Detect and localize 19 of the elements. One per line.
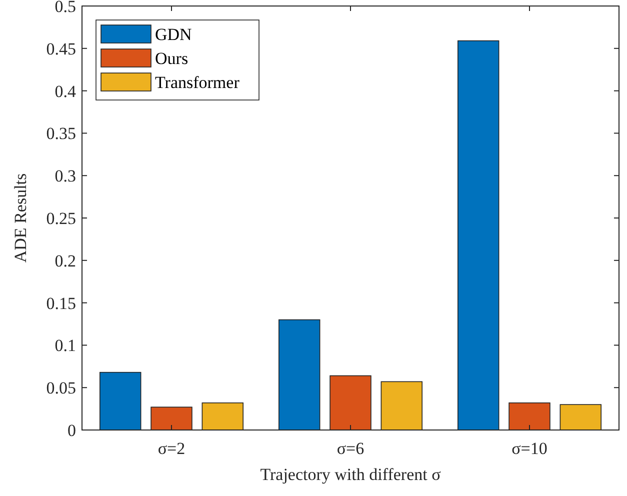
legend-label: Transformer — [155, 72, 240, 92]
y-tick-label: 0.2 — [54, 251, 76, 270]
y-tick-label: 0.5 — [54, 0, 76, 16]
y-tick-label: 0.4 — [54, 82, 76, 101]
x-tick-label: σ=6 — [336, 439, 364, 458]
y-tick-label: 0.45 — [46, 39, 76, 58]
legend-label: Ours — [155, 48, 188, 68]
y-tick-label: 0.35 — [46, 124, 76, 144]
y-tick-label: 0.1 — [54, 336, 76, 356]
x-tick-label: σ=2 — [158, 439, 186, 458]
x-axis-title: Trajectory with different σ — [260, 465, 441, 484]
y-tick-label: 0.25 — [46, 208, 76, 228]
y-tick-label: 0.15 — [46, 294, 76, 313]
y-tick-label: 0.05 — [46, 378, 76, 398]
y-axis-title: ADE Results — [11, 173, 30, 263]
legend-label: GDN — [155, 24, 192, 44]
y-tick-label: 0.3 — [54, 166, 76, 186]
y-tick-label: 0 — [68, 420, 76, 440]
x-tick-label: σ=10 — [512, 439, 548, 458]
